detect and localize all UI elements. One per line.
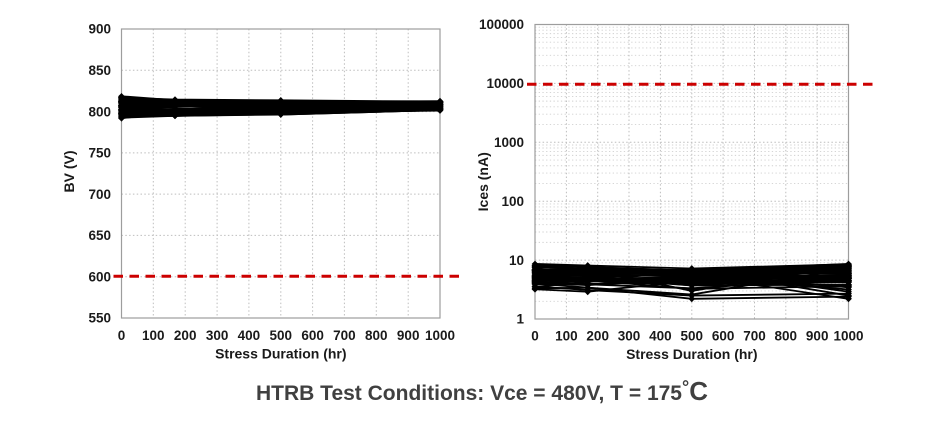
svg-text:Ices (nA): Ices (nA) bbox=[475, 152, 491, 211]
svg-text:200: 200 bbox=[586, 329, 609, 344]
svg-text:800: 800 bbox=[775, 329, 798, 344]
svg-text:550: 550 bbox=[88, 311, 111, 326]
svg-text:1000: 1000 bbox=[494, 135, 524, 150]
svg-text:100: 100 bbox=[142, 328, 165, 343]
svg-text:Stress Duration (hr): Stress Duration (hr) bbox=[215, 346, 346, 362]
svg-text:600: 600 bbox=[712, 329, 735, 344]
svg-text:650: 650 bbox=[88, 228, 111, 243]
svg-text:850: 850 bbox=[88, 63, 111, 78]
svg-text:750: 750 bbox=[88, 146, 111, 161]
svg-text:1: 1 bbox=[516, 312, 524, 327]
svg-text:100: 100 bbox=[555, 329, 578, 344]
svg-text:1000: 1000 bbox=[833, 329, 863, 344]
svg-text:500: 500 bbox=[681, 329, 704, 344]
svg-text:200: 200 bbox=[174, 328, 197, 343]
svg-text:100: 100 bbox=[501, 194, 524, 209]
svg-text:0: 0 bbox=[531, 329, 539, 344]
svg-text:1000: 1000 bbox=[425, 328, 455, 343]
svg-text:900: 900 bbox=[88, 22, 111, 37]
svg-text:100000: 100000 bbox=[479, 17, 524, 32]
svg-text:400: 400 bbox=[649, 329, 672, 344]
svg-text:500: 500 bbox=[270, 328, 293, 343]
svg-text:600: 600 bbox=[88, 269, 111, 284]
svg-text:700: 700 bbox=[333, 328, 356, 343]
svg-text:10: 10 bbox=[509, 253, 524, 268]
svg-text:800: 800 bbox=[88, 104, 111, 119]
svg-text:400: 400 bbox=[238, 328, 261, 343]
svg-text:10000: 10000 bbox=[486, 76, 524, 91]
svg-text:800: 800 bbox=[365, 328, 388, 343]
svg-text:0: 0 bbox=[118, 328, 126, 343]
svg-text:900: 900 bbox=[397, 328, 420, 343]
svg-text:700: 700 bbox=[88, 187, 111, 202]
svg-text:Stress Duration (hr): Stress Duration (hr) bbox=[626, 346, 757, 362]
svg-text:BV (V): BV (V) bbox=[61, 151, 77, 193]
svg-text:900: 900 bbox=[806, 329, 829, 344]
svg-text:300: 300 bbox=[206, 328, 229, 343]
svg-text:300: 300 bbox=[618, 329, 641, 344]
svg-text:700: 700 bbox=[743, 329, 766, 344]
svg-text:600: 600 bbox=[301, 328, 324, 343]
